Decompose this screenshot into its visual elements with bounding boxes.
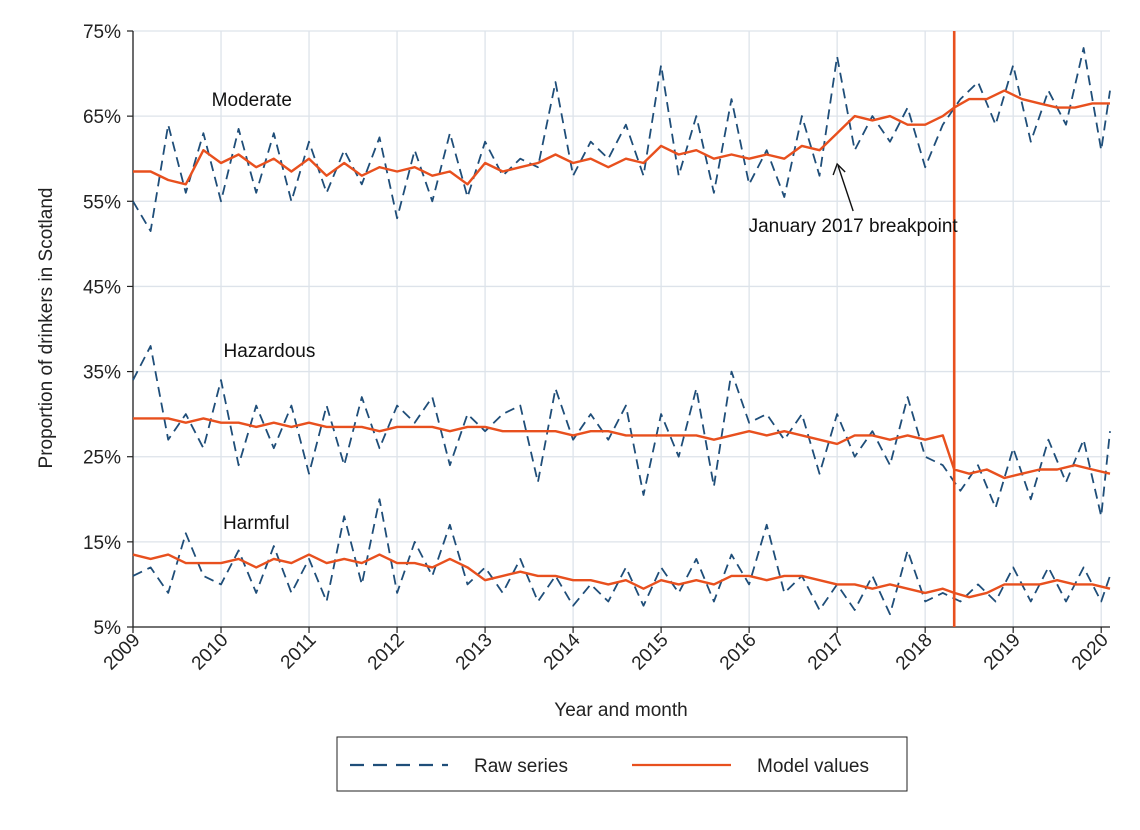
grid — [132, 30, 1110, 628]
x-tick-label: 2010 — [188, 630, 233, 675]
x-tick-label: 2011 — [277, 630, 321, 674]
y-axis-title: Proportion of drinkers in Scotland — [36, 188, 57, 469]
y-tick-label: 25% — [83, 448, 121, 469]
x-tick-labels: 2009 2010 2011 2012 2013 2014 2015 2016 2017 2018… — [100, 629, 1113, 674]
legend-model-values-label: Model values — [757, 756, 869, 777]
group-labels: Moderate Hazardous Harmful — [212, 90, 316, 534]
group-label-hazardous: Hazardous — [223, 341, 315, 362]
x-tick-label: 2017 — [804, 630, 849, 675]
legend: Raw series Model values — [336, 736, 908, 792]
moderate-raw-line — [132, 47, 1111, 233]
x-tick-label: 2018 — [892, 630, 937, 675]
x-tick-label: 2016 — [716, 630, 761, 675]
x-tick-label: 2014 — [540, 629, 585, 674]
y-tick-label: 45% — [83, 277, 121, 298]
y-tick-labels: 5% 15% 25% 35% 45% 55% 65% 75% — [83, 22, 121, 639]
x-tick-label: 2013 — [452, 630, 497, 675]
y-tick-label: 35% — [83, 363, 121, 384]
hazardous-model-line — [133, 417, 1111, 480]
axes — [127, 30, 1110, 633]
annotation: January 2017 breakpoint — [749, 162, 959, 237]
y-tick-label: 65% — [83, 107, 121, 128]
harmful-model-line — [132, 553, 1111, 599]
x-tick-label: 2020 — [1068, 630, 1113, 675]
moderate-model-line — [133, 89, 1110, 186]
y-tick-label: 5% — [94, 618, 122, 639]
x-tick-label: 2015 — [628, 630, 673, 675]
group-label-harmful: Harmful — [223, 513, 290, 534]
annotation-text: January 2017 breakpoint — [749, 216, 959, 237]
legend-raw-series-label: Raw series — [474, 756, 568, 777]
annotation-arrowhead — [832, 162, 846, 176]
y-tick-label: 55% — [83, 192, 121, 213]
x-axis-title: Year and month — [554, 700, 687, 721]
x-tick-label: 2012 — [364, 630, 409, 675]
x-tick-label: 2019 — [980, 630, 1025, 675]
y-tick-label: 15% — [83, 533, 121, 554]
group-label-moderate: Moderate — [212, 90, 292, 111]
y-tick-label: 75% — [83, 22, 121, 43]
annotation-arrow — [837, 165, 854, 212]
